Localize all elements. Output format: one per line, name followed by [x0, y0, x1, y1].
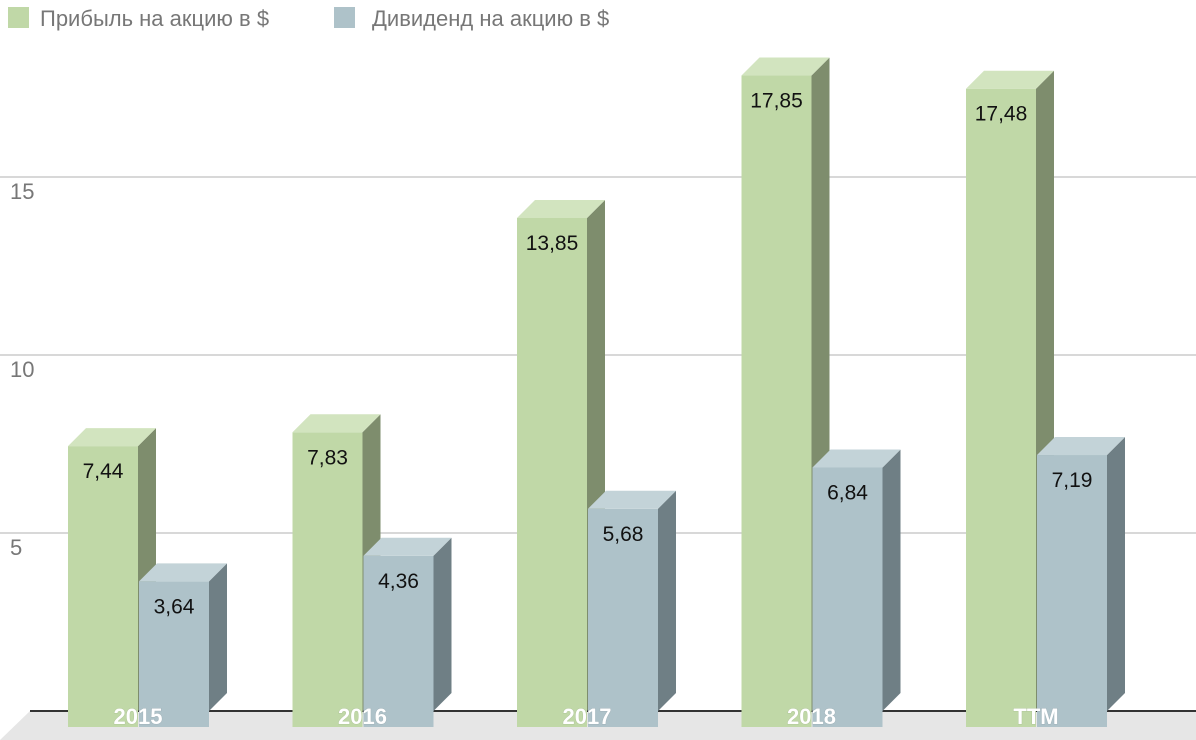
- legend-label: Прибыль на акцию в $: [40, 6, 269, 31]
- bar-side: [1107, 437, 1125, 711]
- bar: 7,83: [292, 414, 381, 727]
- bar-front: [588, 508, 658, 727]
- data-label: 6,84: [827, 481, 868, 504]
- bar-top: [517, 199, 605, 218]
- y-axis-ticks: 5 10 15: [10, 179, 34, 560]
- bar-side: [209, 563, 227, 711]
- bar-top: [741, 57, 830, 76]
- bar-top: [363, 537, 452, 556]
- legend-swatch: [8, 7, 29, 28]
- bar-front: [812, 467, 883, 727]
- y-tick-label: 5: [10, 535, 22, 560]
- x-category-label: 2017: [563, 704, 612, 729]
- bar-front: [1037, 455, 1107, 727]
- bar-side: [658, 490, 676, 711]
- data-label: 7,19: [1052, 469, 1093, 492]
- bar: 6,84: [812, 449, 901, 727]
- legend-item[interactable]: Прибыль на акцию в $: [8, 6, 269, 31]
- x-category-label: TTM: [1013, 704, 1058, 729]
- bar-top: [139, 563, 227, 582]
- data-label: 17,48: [975, 103, 1028, 126]
- legend-item[interactable]: Дивиденд на акцию в $: [334, 6, 609, 31]
- bar-top: [68, 428, 156, 447]
- legend[interactable]: Прибыль на акцию в $ Дивиденд на акцию в …: [8, 6, 609, 31]
- bar-front: [139, 581, 209, 727]
- bar: 7,19: [1037, 437, 1125, 727]
- bar: 5,68: [588, 490, 676, 727]
- bar-top: [1037, 437, 1125, 456]
- bar-front: [363, 555, 434, 727]
- data-label: 7,83: [307, 446, 348, 469]
- data-label: 13,85: [526, 232, 579, 255]
- bar-top: [966, 70, 1054, 89]
- bar: 7,44: [68, 428, 156, 727]
- data-label: 7,44: [83, 460, 124, 483]
- bar-front: [517, 217, 587, 727]
- data-label: 3,64: [154, 595, 195, 618]
- legend-label: Дивиденд на акцию в $: [372, 6, 609, 31]
- bar-side: [433, 537, 452, 711]
- legend-swatch: [334, 7, 355, 28]
- bar-top: [812, 449, 901, 468]
- bar-front: [966, 88, 1036, 728]
- bar: 4,36: [363, 537, 452, 727]
- bar: 3,64: [139, 563, 227, 727]
- bar-top: [588, 490, 676, 509]
- x-category-label: 2015: [114, 704, 163, 729]
- bar-side: [882, 449, 901, 711]
- y-tick-label: 15: [10, 179, 34, 204]
- data-label: 5,68: [603, 523, 644, 546]
- bar-front: [68, 446, 138, 727]
- y-tick-label: 10: [10, 357, 34, 382]
- data-label: 17,85: [750, 90, 803, 113]
- bars: 7,44 3,64 2015 7,83 4,36 2016 13,85 5,68 2017 17,…: [68, 57, 1125, 730]
- bar: 17,48: [966, 70, 1054, 728]
- bar-top: [292, 414, 381, 433]
- bar-front: [292, 432, 363, 727]
- x-category-label: 2018: [787, 704, 836, 729]
- x-category-label: 2016: [338, 704, 387, 729]
- data-label: 4,36: [378, 570, 419, 593]
- bar-front: [741, 75, 812, 728]
